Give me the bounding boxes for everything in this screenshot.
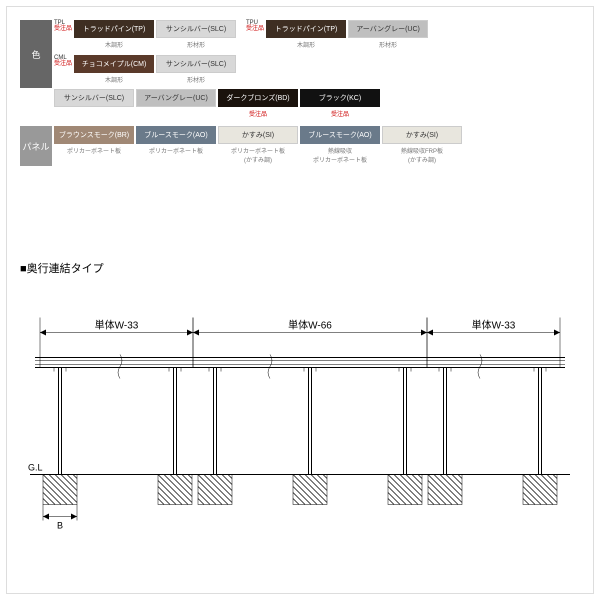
color-group: TPU受注品トラッドパイン(TP)アーバングレー(UC)木調形形材形 <box>246 20 432 51</box>
color-row-1: 色 TPL受注品トラッドパイン(TP)サンシルバー(SLC)木調形形材形TPU受… <box>20 20 580 88</box>
color-chip: ブルースモーク(AO) <box>136 126 216 144</box>
color-chip: サンシルバー(SLC) <box>156 55 236 73</box>
group-tag: CML受注品 <box>54 55 72 67</box>
color-chip: アーバングレー(UC) <box>348 20 428 38</box>
chip-sublabel: 形材形 <box>348 40 428 49</box>
diagram-title: ■奥行連結タイプ <box>20 260 104 276</box>
color-chip: かすみ(SI) <box>218 126 298 144</box>
color-chip: ブルースモーク(AO) <box>300 126 380 144</box>
chip-sublabel: 形材形 <box>156 75 236 84</box>
svg-text:単体W-66: 単体W-66 <box>288 319 332 332</box>
row-label-panel: パネル <box>20 126 52 166</box>
chip-sublabel: 受注品 <box>300 109 380 118</box>
color-chip: アーバングレー(UC) <box>136 89 216 107</box>
color-group: TPL受注品トラッドパイン(TP)サンシルバー(SLC)木調形形材形 <box>54 20 240 51</box>
svg-text:単体W-33: 単体W-33 <box>95 319 139 332</box>
chip-sublabel: 木調形 <box>266 40 346 49</box>
chip-sublabel: 木調形 <box>74 40 154 49</box>
chip-sublabel: 木調形 <box>74 75 154 84</box>
diagram-area: 単体W-33 単体W-66 単体W-33 G.L B <box>20 285 580 570</box>
group-tag: TPU受注品 <box>246 20 264 32</box>
group-tag: TPL受注品 <box>54 20 72 32</box>
svg-text:G.L: G.L <box>28 463 43 473</box>
color-chip: チョコメイプル(CM) <box>74 55 154 73</box>
chip-sublabel <box>54 109 134 118</box>
elevation-diagram: 単体W-33 単体W-66 単体W-33 G.L B <box>20 285 580 570</box>
color-chip: サンシルバー(SLC) <box>156 20 236 38</box>
color-chip: ブラック(KC) <box>300 89 380 107</box>
chip-sublabel: 受注品 <box>218 109 298 118</box>
chip-sublabel: 熱線吸収 ポリカーボネート板 <box>300 146 380 164</box>
color-chip: トラッドパイン(TP) <box>74 20 154 38</box>
chip-sublabel: ポリカーボネート板 <box>54 146 134 164</box>
color-row-2: サンシルバー(SLC)アーバングレー(UC)ダークブロンズ(BD)ブラック(KC… <box>20 89 580 120</box>
row-label-empty <box>20 89 52 120</box>
row-label-color: 色 <box>20 20 52 88</box>
svg-text:単体W-33: 単体W-33 <box>472 319 516 332</box>
color-chip: かすみ(SI) <box>382 126 462 144</box>
color-chip: サンシルバー(SLC) <box>54 89 134 107</box>
color-group: CML受注品チョコメイプル(CM)サンシルバー(SLC)木調形形材形 <box>54 55 240 86</box>
svg-text:B: B <box>57 521 63 531</box>
color-table: 色 TPL受注品トラッドパイン(TP)サンシルバー(SLC)木調形形材形TPU受… <box>20 20 580 167</box>
chip-sublabel <box>136 109 216 118</box>
color-chip: ブラウンスモーク(BR) <box>54 126 134 144</box>
chip-sublabel: ポリカーボネート板 (かすみ調) <box>218 146 298 164</box>
color-chip: トラッドパイン(TP) <box>266 20 346 38</box>
chip-sublabel: 形材形 <box>156 40 236 49</box>
color-chip: ダークブロンズ(BD) <box>218 89 298 107</box>
chip-sublabel: 熱線吸収FRP板 (かすみ調) <box>382 146 462 164</box>
panel-row: パネル ブラウンスモーク(BR)ブルースモーク(AO)かすみ(SI)ブルースモー… <box>20 126 580 166</box>
chip-sublabel: ポリカーボネート板 <box>136 146 216 164</box>
